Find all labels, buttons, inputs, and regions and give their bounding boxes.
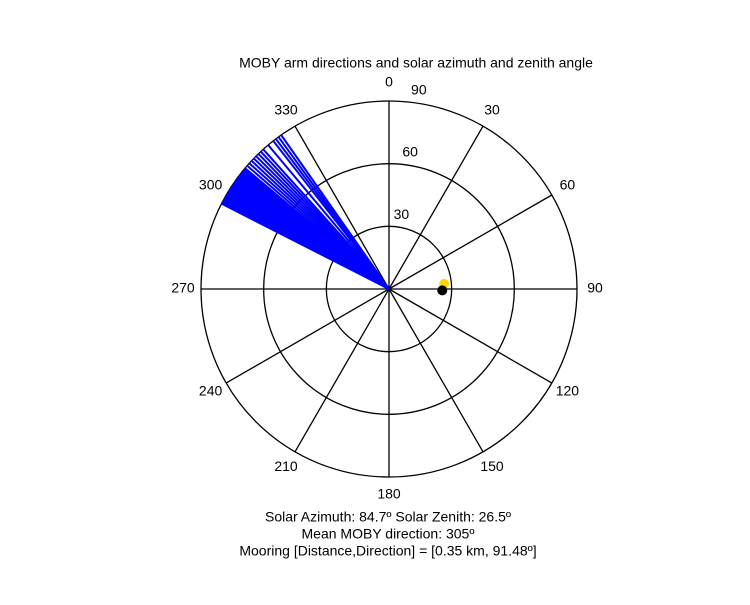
r-tick-label: 30 — [394, 206, 410, 222]
grid-spoke — [294, 288, 390, 453]
theta-tick-label: 270 — [171, 280, 195, 296]
r-tick-label: 90 — [411, 82, 427, 98]
grid-spoke — [294, 125, 390, 290]
grid-spoke — [388, 194, 553, 290]
theta-tick-label: 120 — [556, 383, 580, 399]
grid-spoke — [388, 288, 553, 384]
theta-tick-label: 300 — [199, 177, 223, 193]
theta-tick-label: 60 — [560, 177, 576, 193]
annotation: Mooring [Distance,Direction] = [0.35 km,… — [239, 543, 536, 559]
theta-tick-label: 210 — [274, 458, 298, 474]
theta-tick-label: 330 — [274, 101, 298, 117]
theta-tick-label: 240 — [199, 383, 223, 399]
arm-direction — [262, 148, 390, 290]
arm-direction — [280, 134, 390, 290]
annotation: Solar Azimuth: 84.7º Solar Zenith: 26.5º — [265, 509, 511, 525]
theta-tick-label: 30 — [484, 101, 500, 117]
theta-tick-label: 150 — [480, 458, 504, 474]
point — [437, 285, 448, 296]
grid-spoke — [225, 288, 390, 384]
grid-spoke — [388, 288, 484, 453]
theta-tick-label: 180 — [377, 486, 401, 502]
grid-spoke — [388, 125, 484, 290]
r-tick-label: 60 — [402, 144, 418, 160]
annotation: Mean MOBY direction: 305º — [302, 526, 475, 542]
theta-tick-label: 0 — [385, 74, 393, 90]
chart-title: MOBY arm directions and solar azimuth an… — [239, 55, 593, 71]
theta-tick-label: 90 — [587, 280, 603, 296]
arm-direction — [267, 144, 390, 290]
